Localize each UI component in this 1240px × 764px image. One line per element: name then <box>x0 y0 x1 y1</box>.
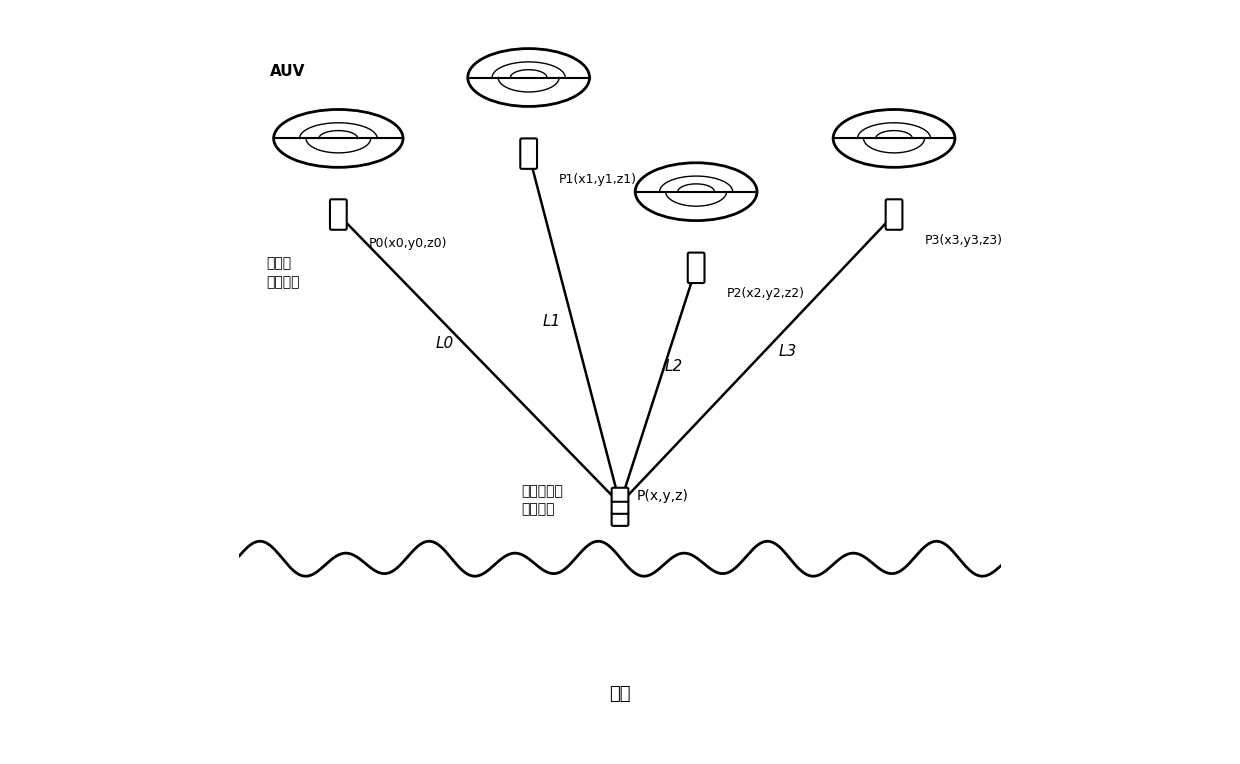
Text: 水听器
（接收）: 水听器 （接收） <box>267 257 300 289</box>
FancyBboxPatch shape <box>330 199 347 230</box>
FancyBboxPatch shape <box>885 199 903 230</box>
Text: P1(x1,y1,z1): P1(x1,y1,z1) <box>559 173 637 186</box>
Text: AUV: AUV <box>270 64 305 79</box>
Text: 海底: 海底 <box>609 685 631 703</box>
FancyBboxPatch shape <box>611 487 629 502</box>
Text: L0: L0 <box>435 336 454 351</box>
FancyBboxPatch shape <box>688 253 704 283</box>
Text: L3: L3 <box>779 344 796 359</box>
Text: L1: L1 <box>542 313 560 329</box>
FancyBboxPatch shape <box>611 500 629 514</box>
FancyBboxPatch shape <box>611 512 629 526</box>
Text: P0(x0,y0,z0): P0(x0,y0,z0) <box>368 238 448 251</box>
Text: P3(x3,y3,z3): P3(x3,y3,z3) <box>925 234 1002 247</box>
Text: L2: L2 <box>665 359 682 374</box>
Text: 海底水听器
（声源）: 海底水听器 （声源） <box>521 484 563 516</box>
Text: P(x,y,z): P(x,y,z) <box>637 489 688 503</box>
FancyBboxPatch shape <box>521 138 537 169</box>
Text: P2(x2,y2,z2): P2(x2,y2,z2) <box>727 286 805 299</box>
